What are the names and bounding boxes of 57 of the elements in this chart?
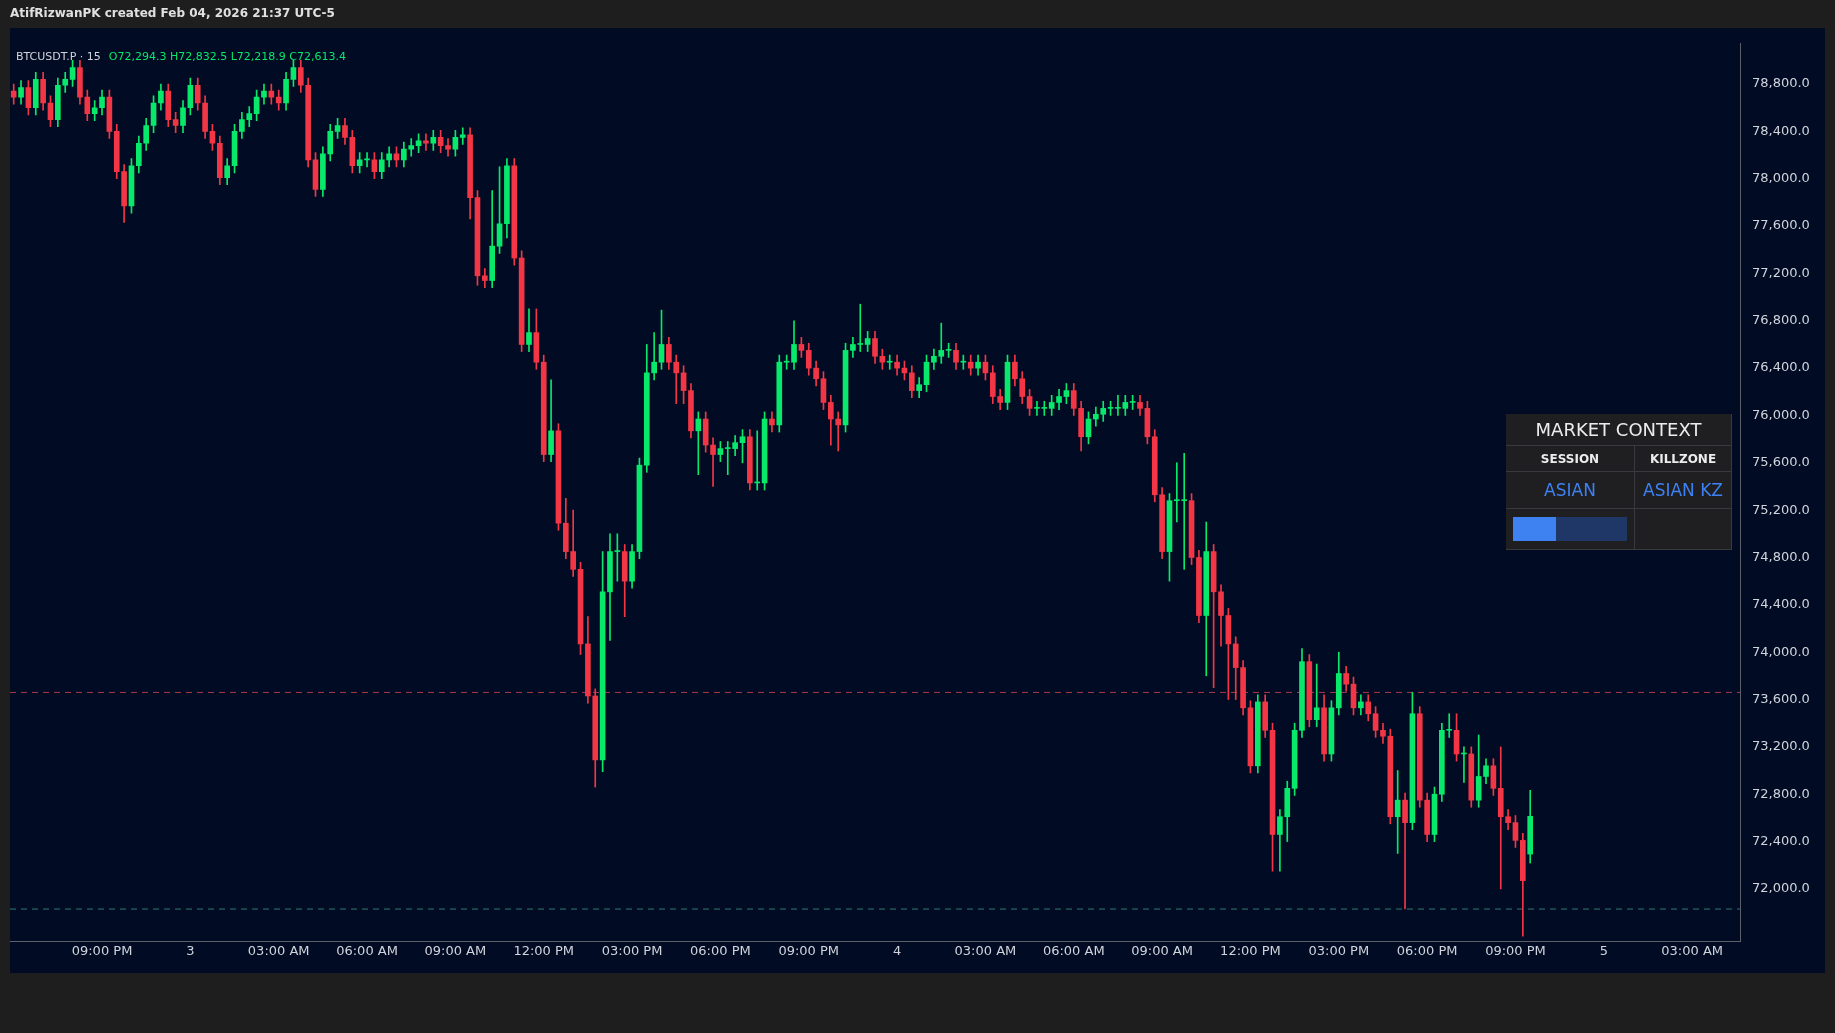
candlestick <box>710 437 716 487</box>
x-tick-label: 09:00 PM <box>778 943 840 959</box>
annotation: MARKET CONTEXT <box>1506 414 1732 446</box>
y-tick-label: 77,600.0 <box>1752 217 1810 233</box>
annotation: KILLZONE <box>1635 446 1732 472</box>
x-tick-label: 5 <box>1599 943 1608 959</box>
candlestick <box>651 332 657 381</box>
x-tick-label: 03:00 PM <box>601 943 663 959</box>
y-tick-label: 73,200.0 <box>1752 738 1810 754</box>
y-tick-label: 72,400.0 <box>1752 832 1810 848</box>
y-tick-label: 78,000.0 <box>1752 170 1810 186</box>
x-tick-label: 03:00 AM <box>1661 943 1724 959</box>
y-tick-label: 78,400.0 <box>1752 122 1810 138</box>
annotation: ASIAN <box>1506 472 1635 509</box>
annotation: O72,294.3 H72,832.5 L72,218.9 C72,613.4 <box>108 49 347 63</box>
x-tick-label: 06:00 AM <box>336 943 398 959</box>
x-tick-label: 09:00 AM <box>1131 943 1193 959</box>
text: BTCUSDT.P · 15 <box>16 49 101 63</box>
y-tick-label: 76,800.0 <box>1752 312 1810 328</box>
y-tick-label: 75,600.0 <box>1752 454 1810 470</box>
x-tick-label: 12:00 PM <box>1220 943 1281 959</box>
x-tick-label: 03:00 PM <box>1308 943 1370 959</box>
x-tick-label: 09:00 AM <box>424 943 487 959</box>
candlestick <box>1394 770 1401 854</box>
candlestick <box>459 127 466 145</box>
y-tick-label: 74,800.0 <box>1752 548 1810 564</box>
y-tick-label: 78,800.0 <box>1752 75 1810 91</box>
y-tick-label: 74,000.0 <box>1752 643 1810 659</box>
x-tick-label: 03:00 AM <box>247 943 310 959</box>
annotation: ASIAN KZ <box>1635 472 1732 509</box>
x-tick-label: 03:00 AM <box>954 943 1017 959</box>
candlestick <box>835 411 842 452</box>
candlestick <box>1402 792 1408 910</box>
x-tick-label: 06:00 AM <box>1042 943 1105 959</box>
candlestick <box>423 133 429 151</box>
y-tick-label: 76,000.0 <box>1752 406 1810 422</box>
candlestick <box>695 411 702 475</box>
x-tick-label: 09:00 PM <box>71 943 133 959</box>
x-tick-label: 3 <box>186 943 195 959</box>
y-tick-label: 75,200.0 <box>1752 501 1810 517</box>
candlestick <box>408 138 415 157</box>
candlestick <box>445 138 451 157</box>
x-tick-label: 09:00 PM <box>1485 943 1546 959</box>
y-tick-label: 72,800.0 <box>1752 785 1810 801</box>
candlestick <box>1313 663 1320 728</box>
annotation: SESSION <box>1506 446 1635 472</box>
y-tick-label: 72,000.0 <box>1752 880 1810 896</box>
y-tick-label: 76,400.0 <box>1752 359 1810 375</box>
y-tick-label: 74,400.0 <box>1752 596 1810 612</box>
y-tick-label: 73,600.0 <box>1752 690 1810 706</box>
x-tick-label: 4 <box>892 943 902 959</box>
candlestick <box>886 354 893 370</box>
x-tick-label: 06:00 PM <box>690 943 751 959</box>
x-tick-label: 12:00 PM <box>513 943 575 959</box>
y-tick-label: 77,200.0 <box>1752 264 1810 280</box>
text: AtifRizwanPK created Feb 04, 2026 21:37 UTC-5 <box>10 6 335 20</box>
x-tick-label: 06:00 PM <box>1396 943 1458 959</box>
